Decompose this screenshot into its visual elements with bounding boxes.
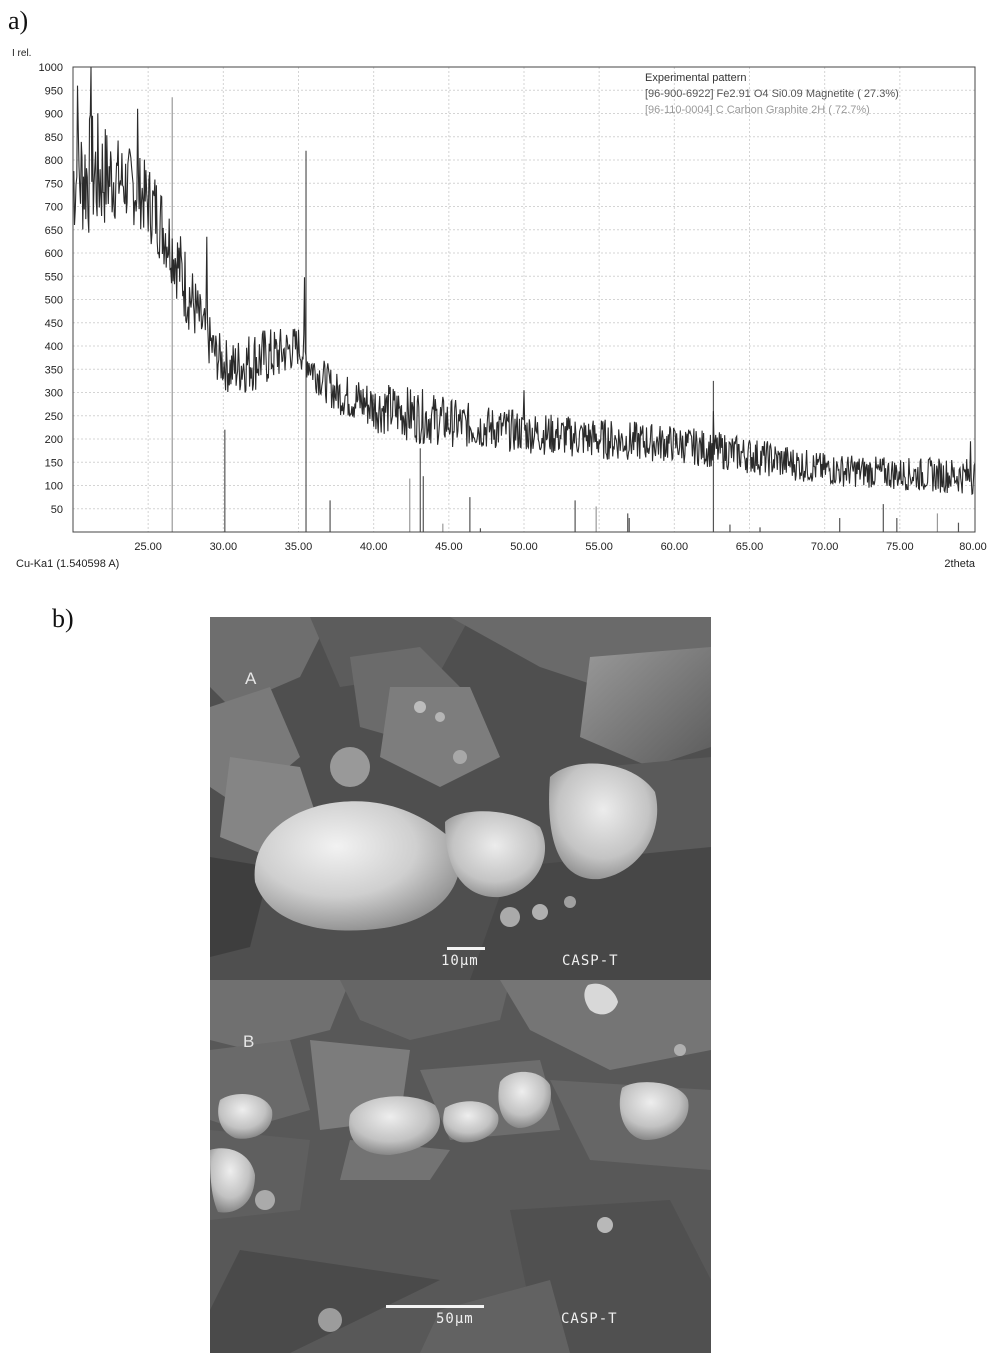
y-tick-label: 800 bbox=[45, 155, 63, 167]
sem-panel-b-letter: B bbox=[243, 1032, 255, 1051]
x-tick-label: 65.00 bbox=[736, 541, 764, 553]
y-tick-label: 750 bbox=[45, 178, 63, 190]
x-tick-label: 55.00 bbox=[585, 541, 613, 553]
sem-image-b-texture bbox=[210, 980, 711, 1353]
y-tick-label: 600 bbox=[45, 248, 63, 260]
radiation-label: Cu-Ka1 (1.540598 A) bbox=[16, 558, 119, 570]
xrd-chart: 50 100 150 200 250 300 350 400 450 500 550 600 650 70… bbox=[12, 48, 987, 570]
x-tick-label: 70.00 bbox=[811, 541, 839, 553]
x-tick-label: 30.00 bbox=[210, 541, 238, 553]
y-tick-label: 350 bbox=[45, 364, 63, 376]
x-tick-label: 40.00 bbox=[360, 541, 388, 553]
sem-panel-a-letter: A bbox=[245, 669, 257, 688]
y-tick-label: 850 bbox=[45, 132, 63, 144]
x-tick-label: 45.00 bbox=[435, 541, 463, 553]
scale-label-b: 50µm bbox=[436, 1311, 474, 1327]
x-tick-label: 25.00 bbox=[134, 541, 162, 553]
sample-code-a: CASP-T bbox=[562, 953, 619, 969]
experimental-pattern bbox=[72, 66, 976, 496]
scale-bar-a bbox=[447, 947, 485, 950]
y-tick-label: 500 bbox=[45, 295, 63, 307]
y-tick-label: 1000 bbox=[39, 62, 63, 74]
y-tick-label: 200 bbox=[45, 434, 63, 446]
y-tick-label: 700 bbox=[45, 202, 63, 214]
panel-a-label: a) bbox=[8, 6, 29, 35]
legend-entry-magnetite: [96-900-6922] Fe2.91 O4 Si0.09 Magnetite… bbox=[645, 88, 899, 100]
plot-frame bbox=[72, 66, 976, 533]
y-tick-label: 900 bbox=[45, 109, 63, 121]
x-tick-label: 50.00 bbox=[510, 541, 538, 553]
legend-entry-experimental: Experimental pattern bbox=[645, 72, 747, 84]
y-tick-label: 300 bbox=[45, 388, 63, 400]
x-tick-label: 75.00 bbox=[886, 541, 914, 553]
y-tick-label: 150 bbox=[45, 457, 63, 469]
x-axis-title: 2theta bbox=[944, 558, 975, 570]
x-tick-label: 60.00 bbox=[661, 541, 689, 553]
scale-label-a: 10µm bbox=[441, 953, 479, 969]
chart-grid bbox=[73, 67, 975, 532]
sample-code-b: CASP-T bbox=[561, 1311, 618, 1327]
x-tick-label: 35.00 bbox=[285, 541, 313, 553]
y-axis-title: I rel. bbox=[12, 48, 31, 59]
sem-image-a-texture bbox=[210, 617, 711, 980]
sem-micrographs: A 10µm CASP-T bbox=[210, 617, 711, 1353]
x-tick-labels: 25.00 30.00 35.00 40.00 45.00 50.00 55.00 60.00… bbox=[134, 541, 986, 553]
experimental-pattern-line bbox=[72, 66, 976, 496]
sem-image-b: B 50µm CASP-T bbox=[210, 980, 711, 1353]
y-tick-label: 400 bbox=[45, 341, 63, 353]
y-tick-label: 650 bbox=[45, 225, 63, 237]
y-tick-label: 100 bbox=[45, 481, 63, 493]
y-tick-label: 550 bbox=[45, 271, 63, 283]
y-tick-label: 250 bbox=[45, 411, 63, 423]
legend-entry-graphite: [96-110-0004] C Carbon Graphite 2H ( 72.… bbox=[645, 104, 870, 116]
scale-bar-b bbox=[386, 1305, 484, 1308]
sem-image-a: A 10µm CASP-T bbox=[210, 617, 711, 980]
reference-lines bbox=[171, 97, 960, 532]
y-tick-labels: 50 100 150 200 250 300 350 400 450 500 550 600 650 70… bbox=[39, 62, 63, 516]
y-tick-label: 50 bbox=[51, 504, 63, 516]
legend: Experimental pattern [96-900-6922] Fe2.9… bbox=[645, 72, 899, 116]
y-tick-label: 450 bbox=[45, 318, 63, 330]
x-tick-label: 80.00 bbox=[959, 541, 987, 553]
panel-b-label: b) bbox=[52, 604, 74, 633]
y-tick-label: 950 bbox=[45, 85, 63, 97]
